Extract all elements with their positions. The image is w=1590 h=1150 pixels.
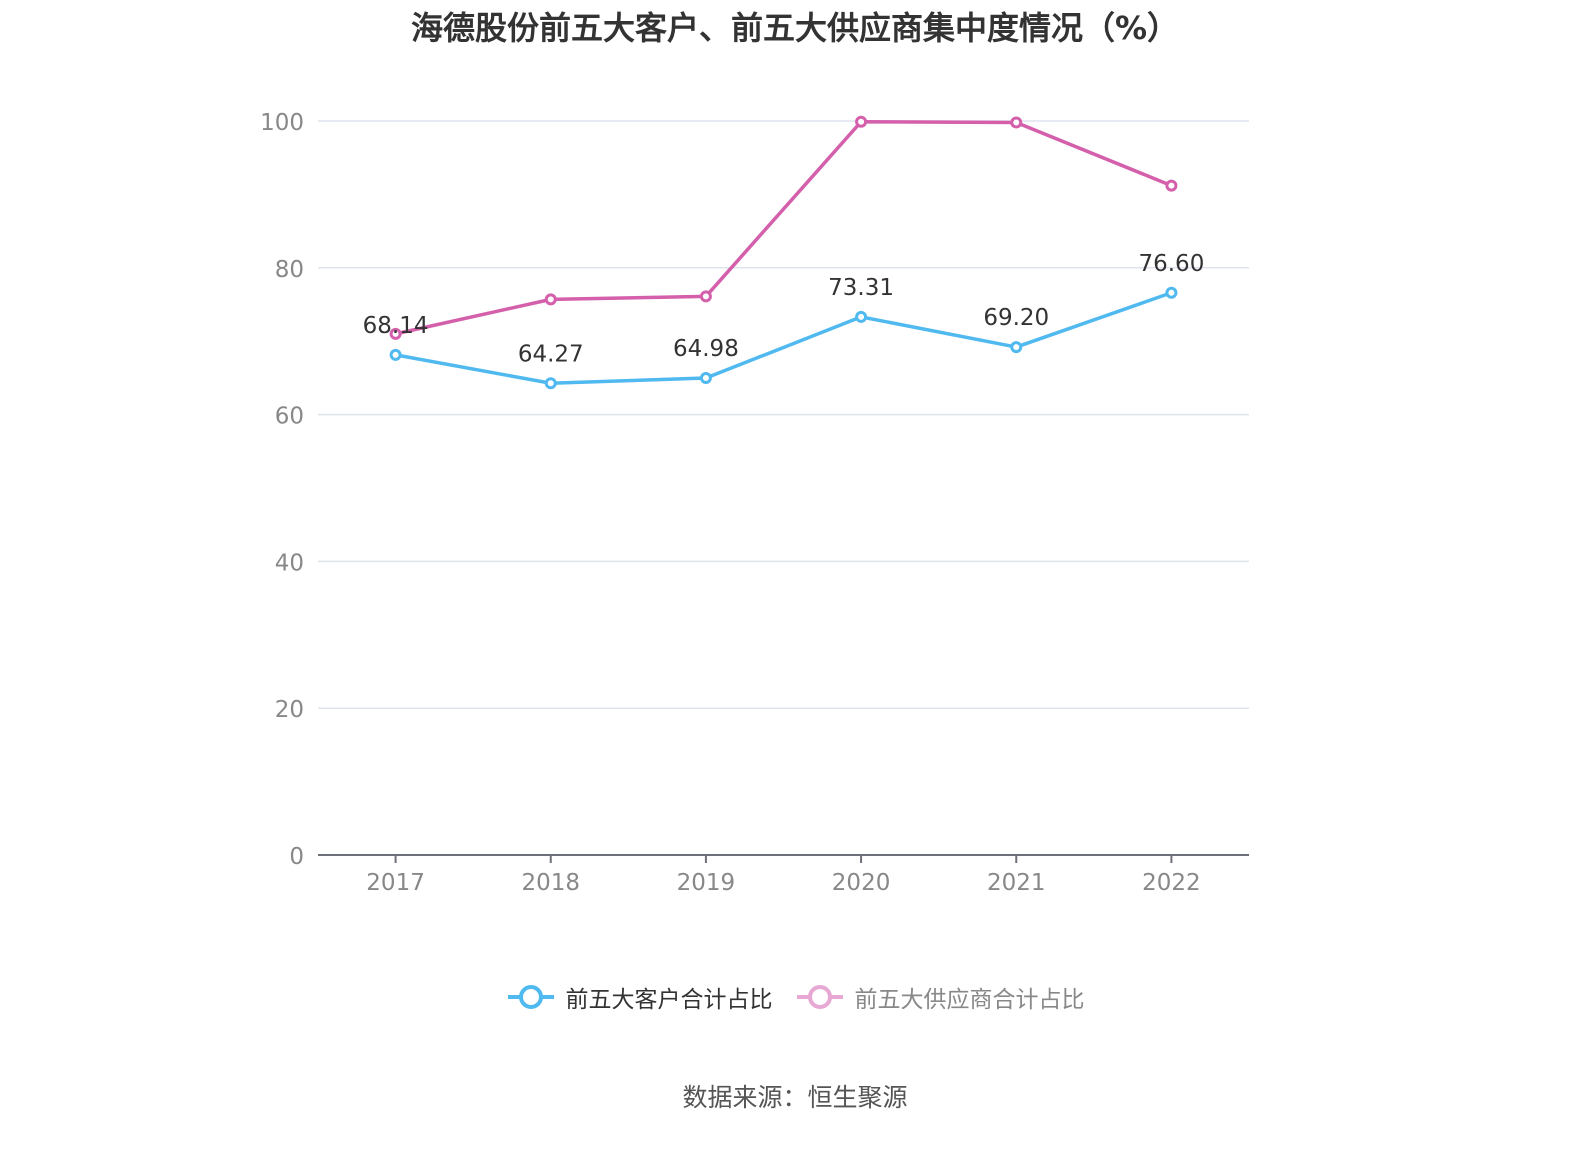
- legend-item-suppliers[interactable]: 前五大供应商合计占比: [795, 980, 1085, 1014]
- data-point: [544, 293, 557, 306]
- x-tick-label: 2017: [366, 870, 425, 896]
- data-point: [855, 115, 868, 128]
- data-point: [699, 290, 712, 303]
- data-label: 76.60: [1138, 251, 1204, 277]
- legend-line-circle-icon: [507, 985, 554, 1009]
- data-point: [1165, 286, 1178, 299]
- legend-item-customers[interactable]: 前五大客户合计占比: [506, 980, 773, 1014]
- data-point: [855, 310, 868, 323]
- data-label: 64.27: [518, 341, 584, 367]
- data-source: 数据来源：恒生聚源: [682, 1083, 908, 1112]
- data-point: [389, 348, 402, 361]
- data-label: 69.20: [983, 305, 1049, 331]
- legend-label-suppliers: 前五大供应商合计占比: [854, 987, 1085, 1013]
- x-tick-label: 2020: [832, 870, 891, 896]
- data-point: [1010, 341, 1023, 354]
- legend-label-customers: 前五大客户合计占比: [565, 987, 773, 1013]
- data-point: [699, 372, 712, 385]
- data-label: 64.98: [673, 336, 739, 362]
- series-line-0: [395, 291, 1172, 386]
- legend-line-circle-icon: [796, 985, 843, 1009]
- data-point: [389, 327, 402, 340]
- x-tick-label: 2021: [987, 870, 1046, 896]
- y-tick-label: 100: [260, 110, 304, 136]
- x-tick-label: 2019: [677, 870, 736, 896]
- y-tick-label: 40: [275, 550, 304, 576]
- y-tick-label: 0: [289, 844, 304, 870]
- data-point: [1010, 116, 1023, 129]
- x-tick-label: 2022: [1142, 870, 1201, 896]
- y-tick-label: 20: [275, 697, 304, 723]
- y-tick-label: 60: [275, 404, 304, 430]
- y-tick-label: 80: [275, 257, 304, 283]
- data-label: 73.31: [828, 275, 894, 301]
- legend: 前五大客户合计占比 前五大供应商合计占比: [0, 980, 1590, 1014]
- x-tick-label: 2018: [521, 870, 580, 896]
- series-line-1: [395, 119, 1173, 336]
- data-point: [1165, 179, 1178, 192]
- data-point: [544, 377, 557, 390]
- data-label: 68.14: [363, 313, 429, 339]
- chart-title: 海德股份前五大客户、前五大供应商集中度情况（%）: [410, 9, 1180, 47]
